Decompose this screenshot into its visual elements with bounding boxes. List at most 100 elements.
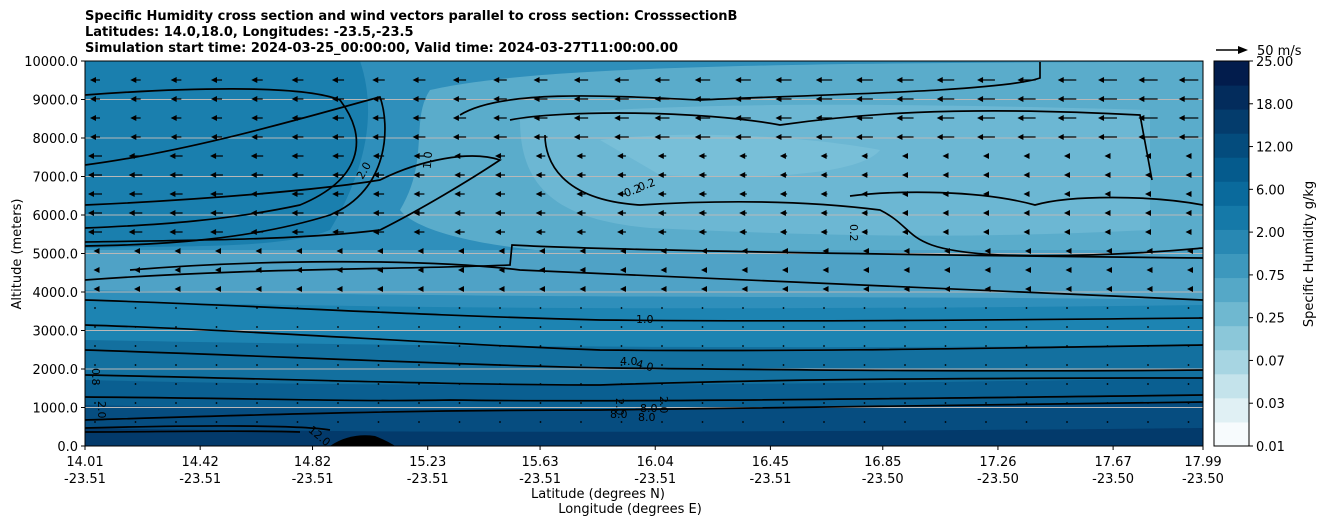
wind-vector-head (902, 210, 908, 216)
wind-vector-head (1106, 286, 1112, 292)
colorbar-segment (1214, 109, 1249, 134)
wind-vector (539, 307, 542, 309)
wind-vector-head (983, 210, 989, 216)
wind-vector-head (620, 286, 626, 292)
colorbar-label: Specific Humidity g/kg (1302, 181, 1317, 327)
wind-vector-head (694, 96, 701, 102)
wind-vector-head (493, 96, 500, 102)
wind-vector (1025, 402, 1028, 404)
wind-vector (134, 326, 137, 328)
contour-line (129, 260, 1203, 301)
wind-vector-head (170, 115, 177, 121)
wind-vector (377, 307, 380, 309)
wind-vector-head (170, 134, 177, 140)
wind-vector-head (779, 229, 786, 235)
wind-vector-head (698, 229, 705, 235)
wind-vector (1066, 364, 1068, 366)
wind-vector-head (942, 191, 949, 197)
wind-vector (1187, 402, 1190, 404)
wind-vector (418, 421, 420, 423)
wind-vector (377, 383, 380, 385)
wind-vector (1147, 383, 1149, 385)
contour-line (509, 110, 1153, 181)
wind-vector (377, 345, 380, 347)
contour-label: 0.2 (622, 182, 643, 200)
wind-vector (175, 402, 177, 404)
wind-vector-head (984, 286, 991, 292)
wind-vector-head (775, 115, 782, 121)
wind-vector-head (210, 191, 217, 197)
wind-vector (985, 326, 987, 328)
x-tick-label-lon: -23.51 (64, 472, 106, 487)
wind-vector-head (902, 172, 908, 178)
wind-vector-head (977, 77, 984, 83)
wind-vector-head (944, 286, 950, 292)
wind-vector-head (539, 267, 545, 273)
wind-vector-head (1025, 248, 1031, 254)
colorbar-segment (1214, 397, 1249, 423)
wind-vector (823, 307, 825, 309)
wind-vector-head (903, 248, 910, 254)
wind-vector-head (741, 286, 748, 292)
wind-vector-head (1185, 191, 1192, 197)
wind-vector-head (533, 134, 540, 140)
wind-vector-head (1057, 96, 1064, 102)
wind-vector-head (128, 210, 135, 216)
wind-vector-head (1098, 96, 1105, 102)
wind-vector-head (210, 229, 217, 235)
title-line-2: Latitudes: 14.0,18.0, Longitudes: -23.5,… (85, 25, 414, 40)
wind-vector (782, 345, 785, 347)
wind-vector-head (902, 229, 908, 235)
wind-vector-head (493, 77, 500, 83)
wind-vector-head (614, 115, 621, 121)
wind-vector-head (1187, 248, 1193, 254)
wind-vector (337, 326, 339, 328)
wind-vector-head (820, 210, 827, 216)
wind-vector-head (1104, 210, 1111, 216)
wind-vector (1066, 307, 1068, 309)
wind-vector-head (296, 248, 302, 254)
x-tick-label-lat: 14.01 (66, 455, 103, 470)
wind-vector-head (372, 134, 379, 140)
wind-vector-head (863, 267, 869, 273)
wind-vector-head (255, 248, 262, 254)
wind-vector-head (128, 172, 135, 178)
wind-vector-head (1057, 115, 1064, 121)
wind-vector (701, 345, 704, 347)
contour-line (85, 425, 331, 431)
wind-vector-head (1023, 153, 1030, 159)
wind-vector-head (1098, 115, 1105, 121)
wind-vector (418, 307, 420, 309)
wind-vector-head (539, 286, 545, 292)
wind-vector-head (1064, 153, 1070, 159)
wind-vector (823, 364, 825, 366)
wind-vector-head (413, 172, 420, 178)
wind-vector-head (1017, 134, 1024, 140)
wind-vector-head (372, 172, 379, 178)
wind-vector-head (896, 77, 903, 83)
contour-lines (85, 62, 1203, 433)
wind-vector-head (573, 96, 580, 102)
wind-vector (620, 307, 623, 309)
x-tick-label-lat: 17.26 (979, 455, 1016, 470)
wind-vector (539, 364, 542, 366)
wind-vector-head (291, 115, 298, 121)
wind-vector (944, 307, 947, 309)
wind-vector (661, 307, 663, 309)
wind-vector-head (88, 229, 94, 235)
wind-vector-head (977, 134, 984, 140)
wind-vector-head (1106, 248, 1112, 254)
wind-vector (337, 364, 339, 366)
wind-vector (337, 307, 339, 309)
wind-vector-head (210, 210, 217, 216)
wind-vector-head (861, 191, 868, 197)
wind-vector (134, 383, 137, 385)
wind-vector (620, 326, 623, 328)
wind-vector (580, 345, 582, 347)
wind-vector (134, 421, 137, 423)
wind-vector (1025, 345, 1028, 347)
x-tick-label-lat: 16.45 (752, 455, 789, 470)
wind-vector (580, 421, 582, 423)
contour-line (85, 394, 1203, 402)
chart-title: Specific Humidity cross section and wind… (85, 9, 737, 57)
